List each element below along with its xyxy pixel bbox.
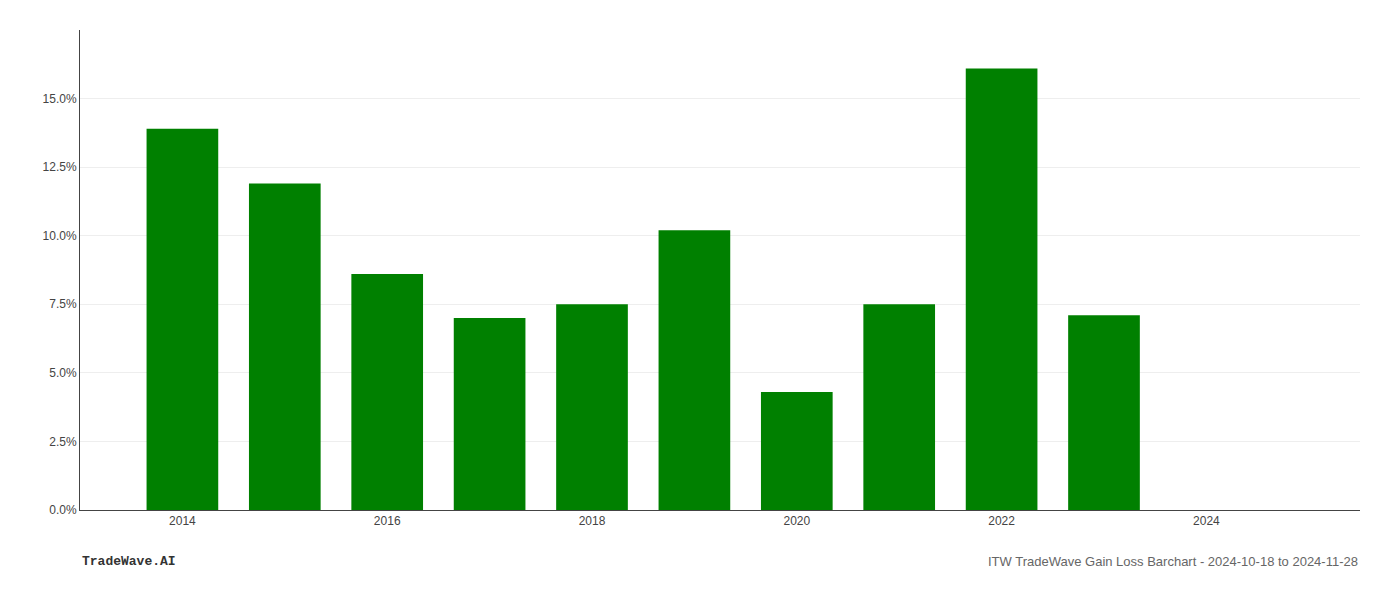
svg-text:5.0%: 5.0%: [49, 366, 77, 380]
svg-text:TradeWave.AI: TradeWave.AI: [82, 554, 176, 569]
svg-text:12.5%: 12.5%: [43, 160, 77, 174]
svg-text:2022: 2022: [988, 514, 1015, 528]
svg-text:2018: 2018: [579, 514, 606, 528]
svg-text:2024: 2024: [1193, 514, 1220, 528]
svg-text:7.5%: 7.5%: [49, 297, 77, 311]
svg-text:0.0%: 0.0%: [49, 503, 77, 517]
svg-text:2.5%: 2.5%: [49, 435, 77, 449]
svg-text:10.0%: 10.0%: [43, 229, 77, 243]
svg-text:2020: 2020: [783, 514, 810, 528]
svg-text:ITW TradeWave Gain Loss Barcha: ITW TradeWave Gain Loss Barchart - 2024-…: [988, 554, 1358, 569]
svg-text:2016: 2016: [374, 514, 401, 528]
svg-text:2014: 2014: [169, 514, 196, 528]
svg-text:15.0%: 15.0%: [43, 92, 77, 106]
